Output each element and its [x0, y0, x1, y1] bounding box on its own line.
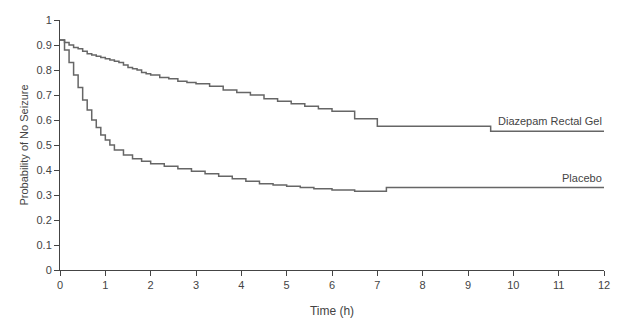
- svg-text:0.3: 0.3: [37, 189, 52, 201]
- svg-text:4: 4: [238, 279, 244, 291]
- svg-text:7: 7: [374, 279, 380, 291]
- svg-text:0.1: 0.1: [37, 239, 52, 251]
- svg-text:Diazepam Rectal Gel: Diazepam Rectal Gel: [498, 115, 602, 127]
- svg-text:6: 6: [329, 279, 335, 291]
- svg-text:0.6: 0.6: [37, 114, 52, 126]
- svg-text:0.8: 0.8: [37, 64, 52, 76]
- svg-text:10: 10: [507, 279, 519, 291]
- svg-text:0.2: 0.2: [37, 214, 52, 226]
- svg-text:0.7: 0.7: [37, 89, 52, 101]
- svg-text:8: 8: [420, 279, 426, 291]
- svg-text:0: 0: [46, 264, 52, 276]
- svg-text:0.9: 0.9: [37, 39, 52, 51]
- svg-text:3: 3: [193, 279, 199, 291]
- svg-text:2: 2: [148, 279, 154, 291]
- svg-text:1: 1: [46, 14, 52, 26]
- svg-text:0.4: 0.4: [37, 164, 52, 176]
- svg-text:0: 0: [57, 279, 63, 291]
- svg-text:Placebo: Placebo: [562, 172, 602, 184]
- svg-text:0.5: 0.5: [37, 139, 52, 151]
- svg-text:5: 5: [284, 279, 290, 291]
- svg-text:Probability of No Seizure: Probability of No Seizure: [18, 84, 30, 205]
- svg-text:Time (h): Time (h): [310, 304, 354, 318]
- svg-text:11: 11: [553, 279, 564, 291]
- svg-text:12: 12: [598, 279, 610, 291]
- svg-text:1: 1: [102, 279, 108, 291]
- svg-text:9: 9: [465, 279, 471, 291]
